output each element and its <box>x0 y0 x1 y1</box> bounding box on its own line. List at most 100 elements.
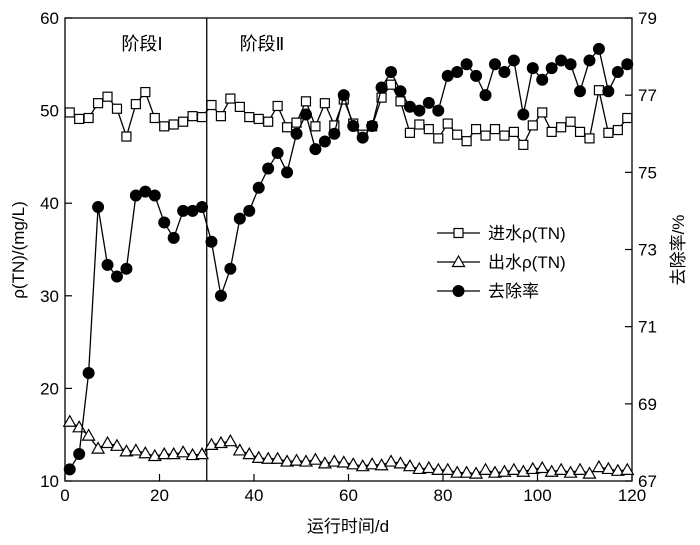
data-point-effluent-tn <box>346 457 361 470</box>
data-point-effluent-tn <box>601 461 616 475</box>
data-point-effluent-tn <box>223 433 238 447</box>
data-point-effluent-tn <box>393 456 408 469</box>
data-point-removal-rate <box>92 201 105 214</box>
data-point-removal-rate <box>498 66 511 79</box>
data-point-removal-rate <box>356 131 369 144</box>
data-point-effluent-tn <box>554 462 569 475</box>
data-point-removal-rate <box>564 58 577 71</box>
data-point-removal-rate <box>337 89 350 102</box>
y-left-tick-label: 30 <box>40 287 59 306</box>
data-point-influent-tn <box>234 101 245 112</box>
data-point-removal-rate <box>63 463 76 476</box>
data-point-influent-tn <box>149 112 160 124</box>
data-point-effluent-tn <box>582 466 597 479</box>
legend-label-effluent-tn: 出水ρ(TN) <box>488 253 566 272</box>
data-point-removal-rate <box>73 447 86 460</box>
data-point-removal-rate <box>205 235 218 248</box>
y-right-tick-label: 79 <box>638 9 657 28</box>
data-point-effluent-tn <box>383 454 399 467</box>
y-right-tick-label: 69 <box>638 395 657 414</box>
data-point-influent-tn <box>593 85 605 96</box>
data-point-removal-rate <box>158 216 171 229</box>
data-point-effluent-tn <box>478 462 493 475</box>
data-point-effluent-tn <box>119 444 134 457</box>
data-point-removal-rate <box>451 66 464 79</box>
data-point-influent-tn <box>253 113 264 125</box>
data-point-removal-rate <box>224 262 237 275</box>
legend-label-removal-rate: 去除率 <box>488 282 539 301</box>
data-point-removal-rate <box>347 120 360 133</box>
series-removal-rate <box>63 42 634 476</box>
series-influent-tn <box>64 79 633 150</box>
x-tick-label: 20 <box>150 486 169 505</box>
data-point-removal-rate <box>536 73 549 86</box>
data-point-influent-tn <box>452 129 463 140</box>
y-right-tick-label: 73 <box>638 241 657 260</box>
axis-ticks: 0 20 40 60 80 100 120 10 20 30 40 50 60 67 69 71 73 75 77 7… <box>40 9 657 505</box>
data-point-effluent-tn <box>421 460 436 474</box>
data-point-effluent-tn <box>535 460 550 474</box>
data-point-removal-rate <box>271 147 284 160</box>
data-point-influent-tn <box>130 99 141 110</box>
data-point-removal-rate <box>233 212 246 225</box>
data-point-effluent-tn <box>251 450 266 463</box>
y-axis-left-label: ρ(TN)/(mg/L) <box>9 201 28 299</box>
stage-2-label: 阶段Ⅱ <box>240 34 285 54</box>
data-point-removal-rate <box>110 270 123 283</box>
data-point-effluent-tn <box>62 414 77 427</box>
data-point-removal-rate <box>318 135 331 148</box>
data-point-removal-rate <box>526 62 539 75</box>
data-point-removal-rate <box>82 366 95 379</box>
data-point-influent-tn <box>281 122 293 133</box>
x-tick-label: 0 <box>60 486 69 505</box>
y-left-tick-label: 60 <box>40 9 59 28</box>
data-point-influent-tn <box>187 111 198 122</box>
data-point-removal-rate <box>328 127 341 140</box>
data-point-effluent-tn <box>525 461 540 475</box>
data-point-effluent-tn <box>610 463 625 476</box>
data-point-influent-tn <box>196 111 208 123</box>
data-point-influent-tn <box>140 86 151 98</box>
data-point-influent-tn <box>178 116 189 127</box>
data-point-effluent-tn <box>374 458 389 471</box>
legend-label-influent-tn: 进水ρ(TN) <box>488 224 566 243</box>
data-point-effluent-tn <box>355 458 370 472</box>
data-point-effluent-tn <box>157 446 172 460</box>
data-point-removal-rate <box>120 262 133 275</box>
data-point-removal-rate <box>583 54 596 67</box>
data-point-effluent-tn <box>431 462 446 475</box>
data-point-effluent-tn <box>506 462 521 475</box>
data-point-effluent-tn <box>402 458 417 472</box>
data-point-effluent-tn <box>317 456 332 469</box>
y-left-tick-label: 10 <box>40 472 59 491</box>
data-point-effluent-tn <box>81 428 96 441</box>
data-point-effluent-tn <box>213 435 228 449</box>
data-point-effluent-tn <box>365 457 380 470</box>
data-point-effluent-tn <box>572 462 588 475</box>
data-point-effluent-tn <box>412 461 427 475</box>
data-point-influent-tn <box>319 98 330 109</box>
data-point-removal-rate <box>479 89 492 102</box>
data-point-effluent-tn <box>327 454 342 467</box>
data-point-effluent-tn <box>176 445 191 458</box>
x-tick-label: 80 <box>434 486 453 505</box>
data-point-effluent-tn <box>232 443 247 456</box>
data-point-removal-rate <box>167 231 180 244</box>
data-point-removal-rate <box>507 54 520 67</box>
data-point-removal-rate <box>281 166 294 179</box>
data-point-effluent-tn <box>336 455 351 468</box>
data-point-influent-tn <box>414 119 425 130</box>
data-point-removal-rate <box>413 104 426 117</box>
x-tick-label: 120 <box>618 486 646 505</box>
series-layer <box>62 42 635 479</box>
data-point-influent-tn <box>518 139 529 150</box>
data-point-effluent-tn <box>487 465 503 478</box>
data-point-removal-rate <box>214 289 227 302</box>
data-point-effluent-tn <box>147 448 162 462</box>
data-point-removal-rate <box>602 85 615 98</box>
data-point-removal-rate <box>252 181 265 194</box>
data-point-influent-tn <box>121 131 132 142</box>
data-point-removal-rate <box>545 62 558 75</box>
data-point-removal-rate <box>299 108 312 121</box>
